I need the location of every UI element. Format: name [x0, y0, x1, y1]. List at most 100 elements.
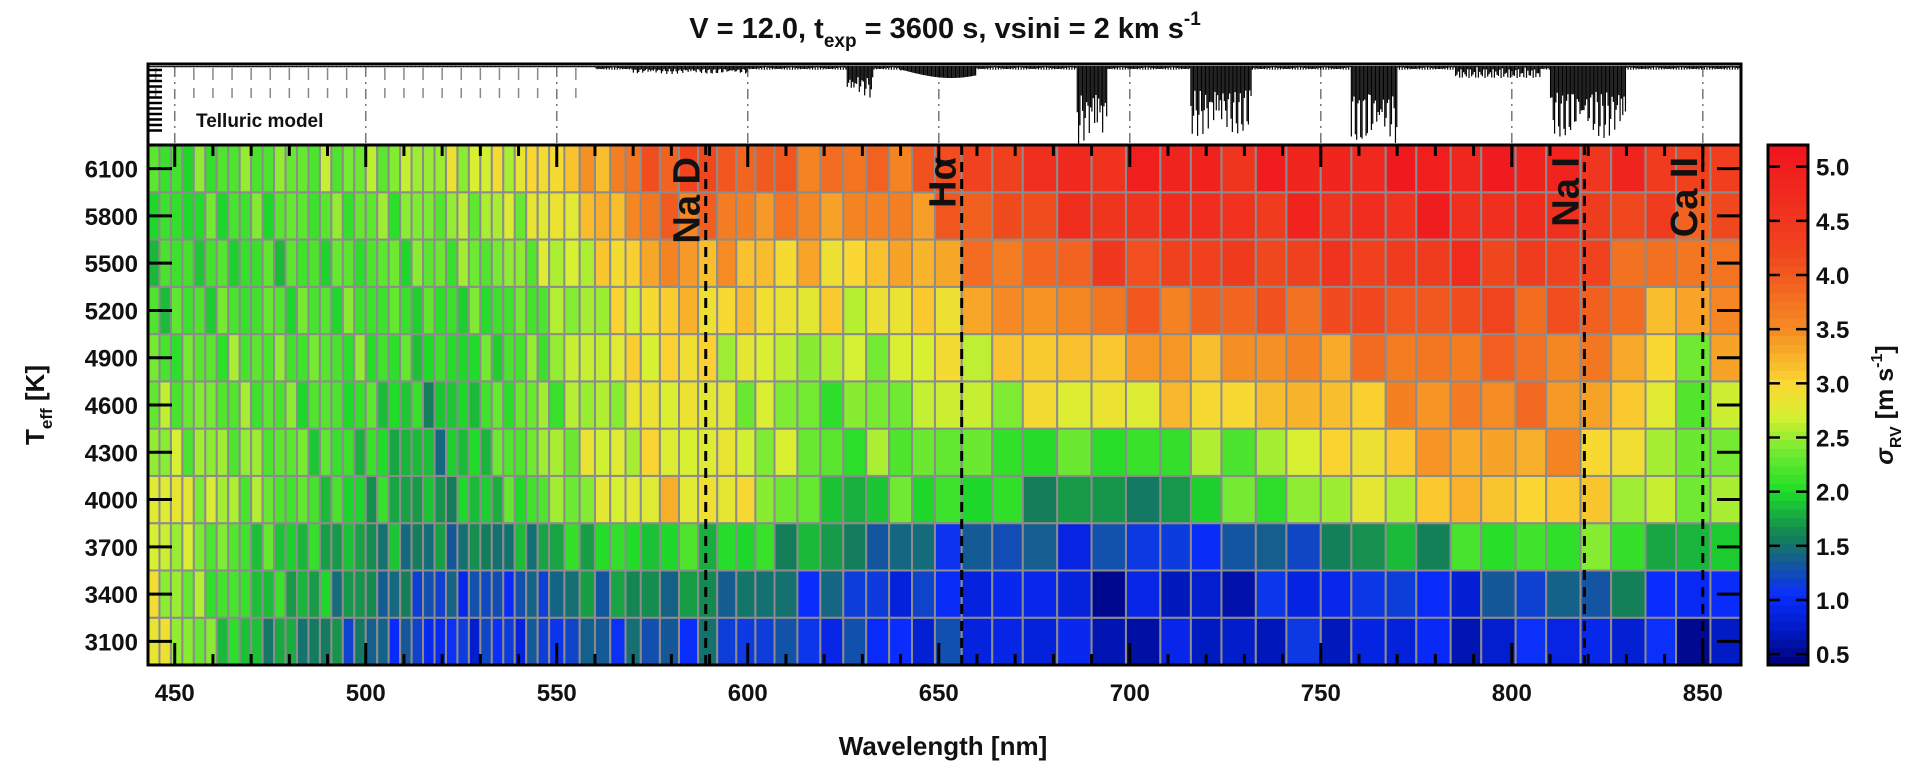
heatmap-cell	[1384, 238, 1418, 288]
heatmap-cell	[387, 380, 402, 430]
heatmap-cell	[1610, 522, 1647, 572]
heatmap-cell	[1449, 522, 1483, 572]
colorbar-tick-label: 5.0	[1816, 155, 1849, 182]
heatmap-cell	[467, 191, 482, 241]
heatmap-cell	[1254, 522, 1288, 572]
heatmap-cell	[1675, 474, 1712, 525]
heatmap-cell	[250, 285, 264, 336]
heatmap-cell	[697, 474, 719, 525]
heatmap-cell	[842, 522, 868, 572]
heatmap-cell	[1220, 238, 1257, 288]
heatmap-cell	[1514, 569, 1548, 619]
heatmap-cell	[387, 616, 402, 666]
heatmap-cell	[1610, 569, 1647, 619]
heatmap-cell	[422, 285, 436, 336]
heatmap-cell	[1319, 238, 1353, 288]
heatmap-cell	[960, 333, 994, 383]
heatmap-cell	[1319, 144, 1353, 194]
heatmap-cell	[658, 285, 681, 336]
heatmap-cell	[1644, 333, 1678, 383]
heatmap-cell	[513, 333, 528, 383]
heatmap-cell	[467, 569, 482, 619]
heatmap-cell	[1189, 285, 1223, 336]
heatmap-cell	[1415, 333, 1452, 383]
heatmap-cell	[273, 238, 287, 288]
heatmap-cell	[1514, 522, 1548, 572]
heatmap-cell	[181, 380, 195, 430]
heatmap-cell	[169, 144, 184, 194]
colorbar-tick-label: 3.0	[1816, 371, 1849, 398]
heatmap-cell	[933, 427, 963, 477]
heatmap-cell	[1610, 238, 1647, 288]
heatmap-cell	[639, 144, 661, 194]
heatmap-cell	[502, 569, 516, 619]
heatmap-cell	[1514, 191, 1548, 241]
heatmap-cell	[1021, 474, 1059, 525]
heatmap-cell	[284, 191, 298, 241]
heatmap-cell	[1610, 144, 1647, 194]
heatmap-cell	[624, 569, 642, 619]
heatmap-cell	[261, 569, 276, 619]
heatmap-cell	[754, 333, 776, 383]
heatmap-cell	[295, 427, 310, 477]
heatmap-cell	[307, 144, 321, 194]
heatmap-cell	[624, 285, 642, 336]
heatmap-cell	[490, 474, 505, 525]
heatmap-cell	[1415, 522, 1452, 572]
heatmap-cell	[697, 616, 719, 666]
heatmap-cell	[376, 427, 390, 477]
heatmap-cell	[1545, 285, 1582, 336]
heatmap-cell	[773, 522, 799, 572]
heatmap-cell	[215, 474, 230, 525]
x-tick-label: 500	[346, 680, 386, 707]
heatmap-cell	[490, 616, 505, 666]
heatmap-cell	[284, 569, 298, 619]
heatmap-cell	[1159, 238, 1192, 288]
heatmap-cell	[502, 522, 516, 572]
heatmap-cell	[502, 380, 516, 430]
heatmap-cell	[773, 238, 799, 288]
heatmap-cell	[387, 191, 402, 241]
heatmap-cell	[1090, 427, 1127, 477]
heatmap-cell	[330, 333, 344, 383]
heatmap-cell	[991, 285, 1024, 336]
heatmap-cell	[307, 191, 321, 241]
heatmap-cell	[716, 191, 738, 241]
heatmap-cell	[888, 333, 914, 383]
heatmap-cell	[593, 474, 612, 525]
heatmap-cell	[911, 380, 936, 430]
heatmap-cell	[933, 569, 963, 619]
heatmap-cell	[1384, 569, 1418, 619]
heatmap-cell	[933, 522, 963, 572]
heatmap-cell	[548, 522, 566, 572]
heatmap-cell	[353, 285, 367, 336]
heatmap-cell	[169, 191, 184, 241]
heatmap-cell	[796, 569, 822, 619]
heatmap-cell	[735, 191, 757, 241]
heatmap-cell	[1124, 285, 1162, 336]
heatmap-cell	[422, 474, 436, 525]
heatmap-cell	[330, 427, 344, 477]
heatmap-cell	[1159, 333, 1192, 383]
heatmap-cell	[444, 238, 459, 288]
heatmap-cell	[1579, 474, 1613, 525]
heatmap-cell	[215, 427, 230, 477]
heatmap-cell	[1644, 380, 1678, 430]
heatmap-cell	[192, 427, 207, 477]
heatmap-cell	[536, 191, 551, 241]
heatmap-cell	[273, 191, 287, 241]
heatmap-cell	[593, 522, 612, 572]
heatmap-cell	[204, 285, 218, 336]
heatmap-cell	[1319, 191, 1353, 241]
heatmap-cell	[364, 191, 379, 241]
heatmap-cell	[250, 474, 264, 525]
heatmap-cell	[227, 191, 241, 241]
heatmap-cell	[192, 474, 207, 525]
heatmap-cell	[593, 285, 612, 336]
heatmap-cell	[1480, 333, 1517, 383]
heatmap-cell	[353, 427, 367, 477]
heatmap-cell	[735, 522, 757, 572]
heatmap-cell	[609, 616, 627, 666]
heatmap-cell	[842, 333, 868, 383]
heatmap-cell	[1350, 285, 1387, 336]
